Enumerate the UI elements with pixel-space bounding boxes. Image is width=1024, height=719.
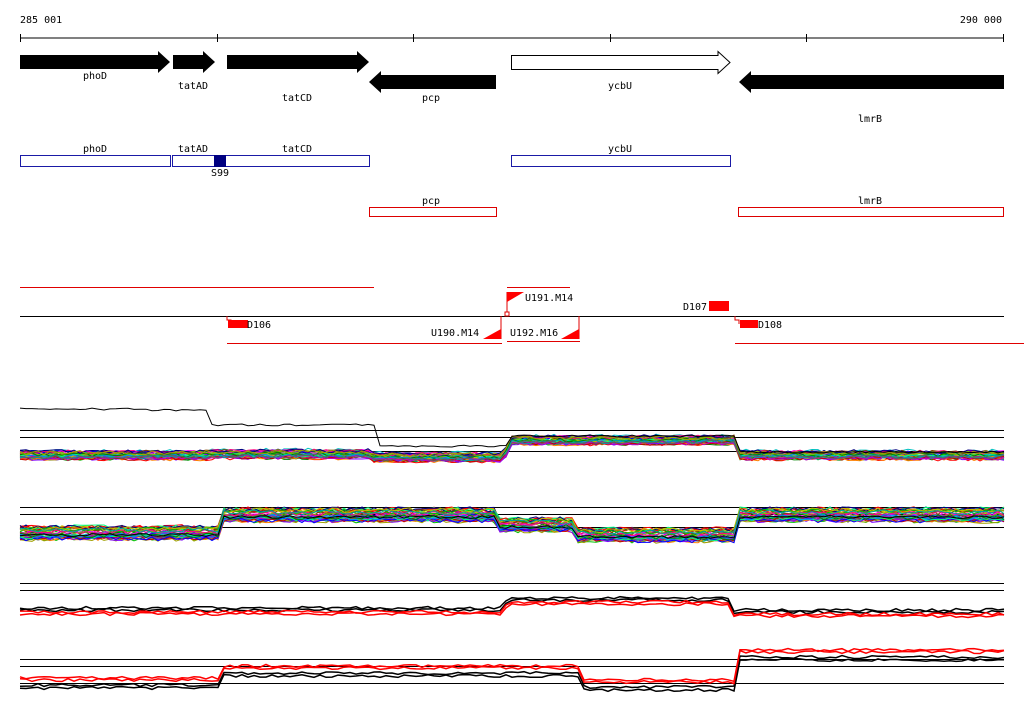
summary-profile-black (19, 654, 1005, 690)
gene-arrow-tatAD[interactable] (173, 51, 215, 73)
feature-D107[interactable] (709, 301, 729, 311)
gene-arrow-ycbU[interactable] (511, 50, 731, 75)
feature-D108[interactable] (740, 320, 758, 328)
summary-profile-red (19, 647, 1005, 683)
gene-arrow-tatCD[interactable] (227, 51, 369, 73)
expression-profile (19, 509, 1005, 536)
operon-label-phoD: phoD (83, 144, 107, 155)
operon-box-pcp[interactable] (369, 207, 497, 217)
gene-label-ycbU: ycbU (608, 81, 632, 92)
feature-stem (504, 311, 510, 317)
site-label-S99: S99 (211, 168, 229, 179)
summary-profile-black (19, 657, 1005, 693)
expression-panel-plus (19, 407, 1005, 464)
gene-arrow-phoD[interactable] (20, 51, 170, 73)
feature-stem (734, 316, 740, 324)
expression-profile-mean (19, 514, 1005, 539)
operon-label-tatCD: tatCD (282, 144, 312, 155)
feature-U191.M14[interactable] (507, 292, 524, 302)
site-marker-S99[interactable] (214, 155, 226, 167)
coordinate-ruler: 285 001 290 000 (20, 15, 1004, 42)
operon-box-tatAD-tatCD[interactable] (172, 155, 370, 167)
feature-D106[interactable] (228, 320, 248, 328)
feature-label-U190.M14: U190.M14 (431, 328, 479, 339)
ruler-end-label: 290 000 (960, 15, 1002, 26)
expression-profile (19, 517, 1005, 544)
expression-panel-minus (19, 506, 1005, 544)
expression-profile (19, 517, 1005, 544)
expression-panel-summary-plus (19, 583, 1005, 619)
feature-track: D106 U191.M14 D107 D108 U190.M14 U192.M1… (20, 287, 1024, 344)
gene-label-lmrB: lmrB (858, 114, 882, 125)
operon-box-lmrB[interactable] (738, 207, 1004, 217)
operon-label-pcp: pcp (422, 196, 440, 207)
feature-label-D108: D108 (758, 320, 782, 331)
expression-profile (19, 507, 1005, 534)
feature-label-U192.M16: U192.M16 (510, 328, 558, 339)
summary-profile-red (20, 599, 1005, 617)
gene-label-pcp: pcp (422, 93, 440, 104)
operon-label-lmrB: lmrB (858, 196, 882, 207)
summary-profile-red (19, 601, 1005, 619)
gene-arrow-pcp[interactable] (369, 71, 496, 93)
ruler-start-label: 285 001 (20, 15, 62, 26)
operon-box-phoD[interactable] (20, 155, 171, 167)
operon-label-tatAD: tatAD (178, 144, 208, 155)
feature-U190.M14[interactable] (483, 329, 501, 339)
gene-arrow-lmrB[interactable] (739, 71, 1004, 93)
expression-profile (19, 439, 1005, 462)
expression-profile-mean (19, 407, 1005, 454)
summary-profile-black (19, 595, 1005, 613)
operon-box-ycbU[interactable] (511, 155, 731, 167)
gene-label-tatAD: tatAD (178, 81, 208, 92)
operon-track: phoD tatAD tatCD S99 ycbU pcp lmrB (20, 144, 1004, 217)
operon-label-ycbU: ycbU (608, 144, 632, 155)
expression-profile (19, 434, 1005, 456)
expression-profile (19, 439, 1005, 462)
gene-track: phoD tatAD tatCD pcp ycbU lmrB (20, 50, 1004, 125)
feature-label-D106: D106 (247, 320, 271, 331)
feature-U192.M16[interactable] (561, 329, 579, 339)
gene-label-tatCD: tatCD (282, 93, 312, 104)
expression-profile (19, 514, 1005, 540)
expression-panel-summary-minus (19, 647, 1005, 693)
summary-profile-red (19, 649, 1005, 685)
feature-label-D107: D107 (683, 302, 707, 313)
gene-label-phoD: phoD (83, 71, 107, 82)
feature-label-U191.M14: U191.M14 (525, 293, 573, 304)
